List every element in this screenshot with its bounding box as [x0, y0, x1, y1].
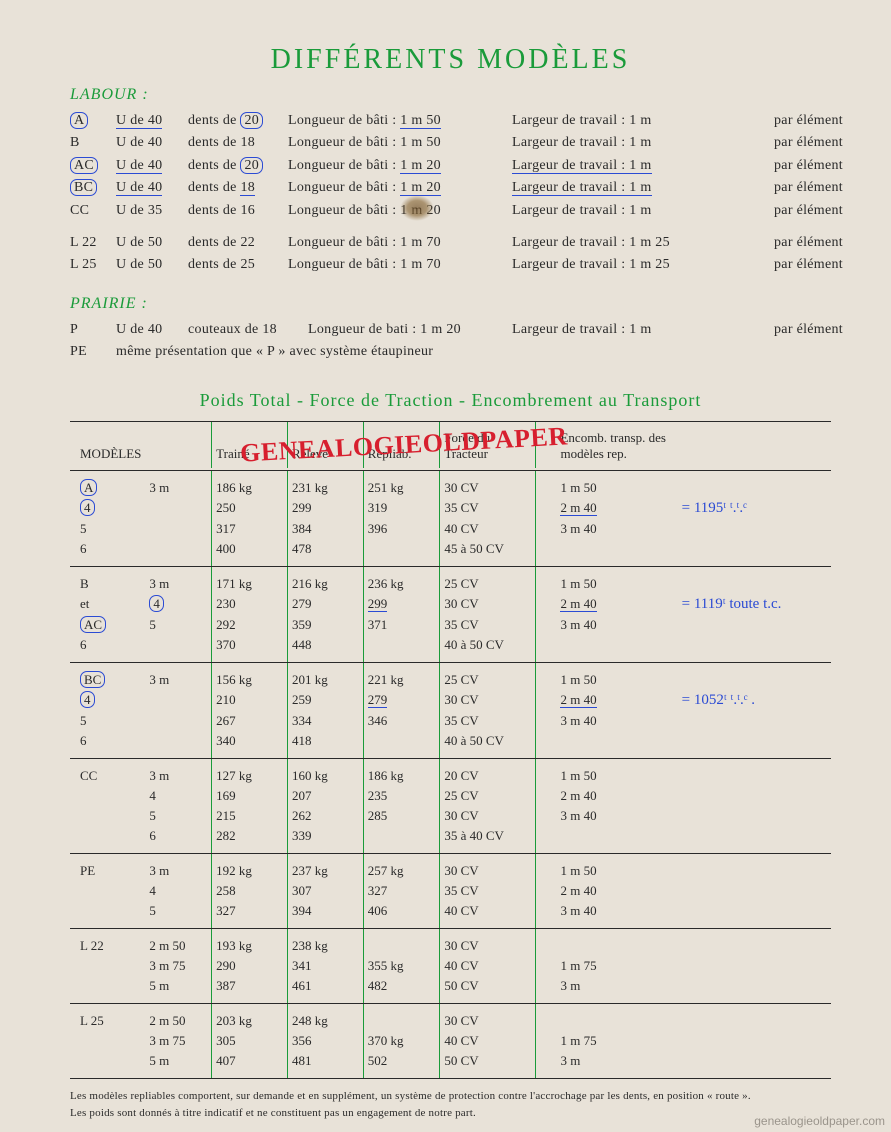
table-row: L 252 m 50203 kg248 kg30 CV: [70, 1003, 831, 1031]
table-row: AC529235937135 CV3 m 40: [70, 615, 831, 635]
labour-lines: AU de 40dents de 20Longueur de bâti : 1 …: [70, 110, 831, 277]
prairie-line: PEmême présentation que « P » avec systè…: [70, 341, 831, 363]
table-row: 416920723525 CV2 m 40: [70, 786, 831, 806]
table-row: CC3 m127 kg160 kg186 kg20 CV1 m 50: [70, 758, 831, 786]
table-row: 5 m40748150250 CV3 m: [70, 1051, 831, 1079]
page-title: DIFFÉRENTS MODÈLES: [70, 44, 831, 76]
prairie-line: PU de 40couteaux de 18Longueur de bati :…: [70, 319, 831, 341]
paper-stain: [400, 195, 434, 221]
labour-line: AU de 40dents de 20Longueur de bâti : 1 …: [70, 110, 831, 132]
table-row: B3 m171 kg216 kg236 kg25 CV1 m 50: [70, 566, 831, 594]
main-table-wrap: MODÈLES Trainé Relevé Repliab. Force du …: [70, 421, 831, 1079]
table-row: 421025927930 CV2 m 40= 1052ᵗ ᵗ.ᵗ.ᶜ .: [70, 690, 831, 711]
prairie-label: PRAIRIE :: [70, 295, 831, 313]
table-row: BC3 m156 kg201 kg221 kg25 CV1 m 50: [70, 662, 831, 690]
table-row: L 222 m 50193 kg238 kg30 CV: [70, 928, 831, 956]
table-row: et423027929930 CV2 m 40= 1119ᵗ toute t.c…: [70, 594, 831, 615]
table-row: PE3 m192 kg237 kg257 kg30 CV1 m 50: [70, 853, 831, 881]
labour-line: L 25U de 50dents de 25Longueur de bâti :…: [70, 254, 831, 276]
table-row: 634041840 à 50 CV: [70, 731, 831, 759]
table-row: 640047845 à 50 CV: [70, 539, 831, 567]
watermark-grey: genealogieoldpaper.com: [754, 1114, 885, 1128]
footnote-2: Les poids sont donnés à titre indicatif …: [70, 1106, 831, 1121]
main-table: MODÈLES Trainé Relevé Repliab. Force du …: [70, 422, 831, 1079]
table-row: 531738439640 CV3 m 40: [70, 519, 831, 539]
table-row: 521526228530 CV3 m 40: [70, 806, 831, 826]
labour-label: LABOUR :: [70, 86, 831, 104]
subtitle: Poids Total - Force de Traction - Encomb…: [70, 390, 831, 411]
table-row: 628233935 à 40 CV: [70, 826, 831, 854]
labour-line: ACU de 40dents de 20Longueur de bâti : 1…: [70, 155, 831, 177]
table-row: 425029931935 CV2 m 40= 1195ᵗ ᵗ.ᵗ.ᶜ: [70, 498, 831, 519]
table-row: 532739440640 CV3 m 40: [70, 901, 831, 929]
table-row: 637044840 à 50 CV: [70, 635, 831, 663]
table-row: 3 m 75290341355 kg40 CV1 m 75: [70, 956, 831, 976]
table-row: 5 m38746148250 CV3 m: [70, 976, 831, 1004]
table-body: A3 m186 kg231 kg251 kg30 CV1 m 504250299…: [70, 471, 831, 1079]
prairie-lines: PU de 40couteaux de 18Longueur de bati :…: [70, 319, 831, 364]
table-row: 526733434635 CV3 m 40: [70, 711, 831, 731]
labour-line: L 22U de 50dents de 22Longueur de bâti :…: [70, 232, 831, 254]
labour-line: BU de 40dents de 18Longueur de bâti : 1 …: [70, 132, 831, 154]
th-models: MODÈLES: [70, 422, 145, 468]
labour-line: CCU de 35dents de 16Longueur de bâti : 1…: [70, 200, 831, 222]
table-row: A3 m186 kg231 kg251 kg30 CV1 m 50: [70, 471, 831, 498]
footnote-1: Les modèles repliables comportent, sur d…: [70, 1089, 831, 1104]
page: DIFFÉRENTS MODÈLES LABOUR : AU de 40dent…: [0, 0, 891, 1132]
labour-line: BCU de 40dents de 18Longueur de bâti : 1…: [70, 177, 831, 199]
table-row: 3 m 75305356370 kg40 CV1 m 75: [70, 1031, 831, 1051]
table-row: 425830732735 CV2 m 40: [70, 881, 831, 901]
